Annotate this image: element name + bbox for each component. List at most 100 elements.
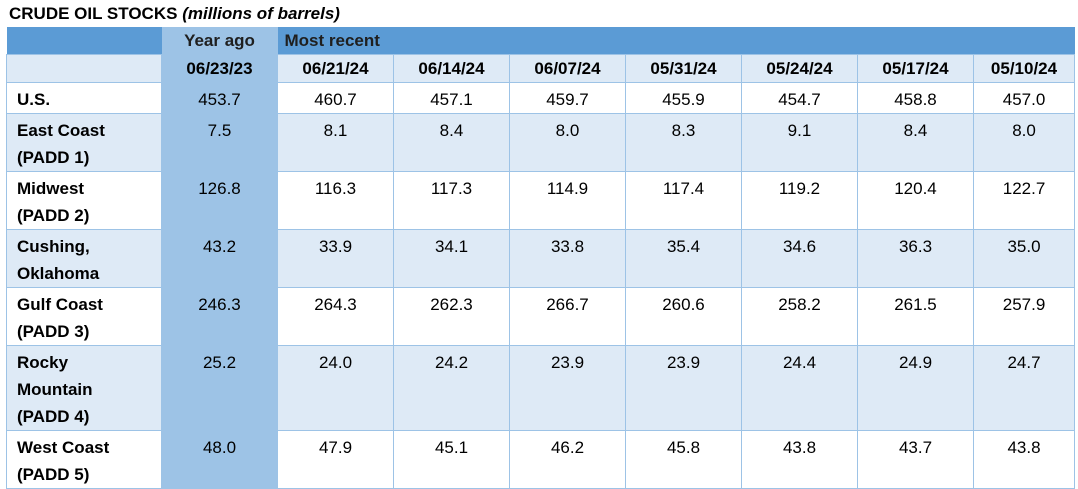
value-cell: 43.8	[741, 430, 858, 489]
value-cell: 9.1	[741, 113, 858, 172]
value-cell: 24.2	[393, 345, 510, 431]
table-title: CRUDE OIL STOCKS (millions of barrels)	[9, 2, 340, 26]
value-cell: 34.1	[393, 229, 510, 288]
value-cell: 43.8	[972, 430, 1076, 489]
date-header: 05/31/24	[625, 54, 742, 83]
region-label: Oklahoma	[17, 264, 100, 283]
value-cell: 24.0	[277, 345, 394, 431]
header-row-dates: 06/23/23 06/21/24 06/14/24 06/07/24 05/31/24…	[6, 54, 1076, 83]
table-row: Gulf Coast (PADD 3) 246.3 264.3 262.3 266.7 26…	[6, 287, 1076, 346]
region-cell: U.S.	[6, 82, 162, 114]
value-cell: 116.3	[277, 171, 394, 230]
year-ago-value: 25.2	[161, 345, 278, 431]
title-main: CRUDE OIL STOCKS	[9, 4, 178, 23]
value-cell: 266.7	[509, 287, 626, 346]
value-cell: 8.0	[509, 113, 626, 172]
region-label: Midwest	[17, 179, 85, 198]
year-ago-value: 246.3	[161, 287, 278, 346]
region-label: Gulf Coast	[17, 295, 103, 314]
region-label: U.S.	[17, 90, 51, 109]
date-header: 06/07/24	[509, 54, 626, 83]
value-cell: 257.9	[972, 287, 1076, 346]
year-ago-value: 48.0	[161, 430, 278, 489]
value-cell: 33.8	[509, 229, 626, 288]
value-cell: 120.4	[857, 171, 974, 230]
value-cell: 117.3	[393, 171, 510, 230]
value-cell: 24.9	[857, 345, 974, 431]
value-cell: 455.9	[625, 82, 742, 114]
value-cell: 35.4	[625, 229, 742, 288]
value-cell: 46.2	[509, 430, 626, 489]
region-label: (PADD 1)	[17, 148, 90, 167]
region-label: (PADD 5)	[17, 465, 90, 484]
region-label: Mountain	[17, 380, 93, 399]
year-ago-header: Year ago	[161, 27, 278, 55]
value-cell: 117.4	[625, 171, 742, 230]
value-cell: 261.5	[857, 287, 974, 346]
year-ago-value: 43.2	[161, 229, 278, 288]
region-label: (PADD 3)	[17, 322, 90, 341]
value-cell: 8.1	[277, 113, 394, 172]
date-header: 05/10/24	[972, 54, 1076, 83]
table-row: West Coast (PADD 5) 48.0 47.9 45.1 46.2 45.8 43…	[6, 430, 1076, 489]
value-cell: 24.4	[741, 345, 858, 431]
table-row: East Coast (PADD 1) 7.5 8.1 8.4 8.0 8.3 9.1 8.4 8…	[6, 113, 1076, 172]
title-unit: (millions of barrels)	[182, 4, 340, 23]
value-cell: 45.8	[625, 430, 742, 489]
header-row-group: Year ago Most recent	[6, 27, 1075, 55]
value-cell: 114.9	[509, 171, 626, 230]
value-cell: 23.9	[625, 345, 742, 431]
date-header: 05/24/24	[741, 54, 858, 83]
value-cell: 8.4	[393, 113, 510, 172]
year-ago-value: 7.5	[161, 113, 278, 172]
header-corner-dates	[6, 54, 162, 83]
date-header: 06/21/24	[277, 54, 394, 83]
value-cell: 119.2	[741, 171, 858, 230]
value-cell: 122.7	[972, 171, 1076, 230]
region-label: West Coast	[17, 438, 110, 457]
crude-oil-stocks-table: Year ago Most recent 06/23/23 06/21/24 06/…	[6, 27, 1076, 489]
region-label: Rocky	[17, 353, 69, 372]
value-cell: 457.1	[393, 82, 510, 114]
value-cell: 43.7	[857, 430, 974, 489]
table-row: U.S. 453.7 460.7 457.1 459.7 455.9 454.7 458.8 4…	[6, 82, 1076, 114]
table-row: Midwest (PADD 2) 126.8 116.3 117.3 114.9 117.4…	[6, 171, 1076, 230]
value-cell: 8.3	[625, 113, 742, 172]
year-ago-value: 453.7	[161, 82, 278, 114]
region-label: East Coast	[17, 121, 105, 140]
region-cell: West Coast (PADD 5)	[6, 430, 162, 489]
date-header: 05/17/24	[857, 54, 974, 83]
region-label: Cushing,	[17, 237, 90, 256]
value-cell: 454.7	[741, 82, 858, 114]
region-label: (PADD 2)	[17, 206, 90, 225]
value-cell: 264.3	[277, 287, 394, 346]
value-cell: 23.9	[509, 345, 626, 431]
region-cell: Rocky Mountain (PADD 4)	[6, 345, 162, 431]
value-cell: 457.0	[972, 82, 1076, 114]
value-cell: 459.7	[509, 82, 626, 114]
most-recent-header: Most recent	[277, 27, 1075, 55]
region-cell: East Coast (PADD 1)	[6, 113, 162, 172]
value-cell: 458.8	[857, 82, 974, 114]
value-cell: 8.0	[972, 113, 1076, 172]
value-cell: 33.9	[277, 229, 394, 288]
value-cell: 262.3	[393, 287, 510, 346]
region-cell: Cushing, Oklahoma	[6, 229, 162, 288]
value-cell: 24.7	[972, 345, 1076, 431]
value-cell: 260.6	[625, 287, 742, 346]
value-cell: 47.9	[277, 430, 394, 489]
table-row: Rocky Mountain (PADD 4) 25.2 24.0 24.2 23.9 23.…	[6, 345, 1076, 431]
date-header: 06/14/24	[393, 54, 510, 83]
date-header: 06/23/23	[161, 54, 278, 83]
year-ago-value: 126.8	[161, 171, 278, 230]
value-cell: 45.1	[393, 430, 510, 489]
region-cell: Midwest (PADD 2)	[6, 171, 162, 230]
value-cell: 36.3	[857, 229, 974, 288]
value-cell: 258.2	[741, 287, 858, 346]
region-label: (PADD 4)	[17, 407, 90, 426]
region-cell: Gulf Coast (PADD 3)	[6, 287, 162, 346]
value-cell: 8.4	[857, 113, 974, 172]
table-row: Cushing, Oklahoma 43.2 33.9 34.1 33.8 35.4 34.6…	[6, 229, 1076, 288]
header-corner	[6, 27, 162, 55]
value-cell: 34.6	[741, 229, 858, 288]
